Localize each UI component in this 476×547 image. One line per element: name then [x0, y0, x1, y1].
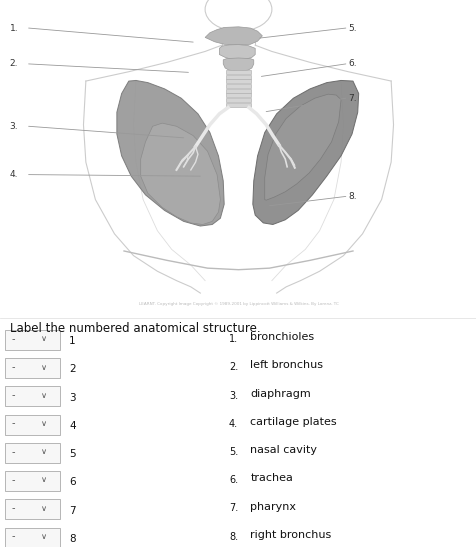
Text: -: - — [11, 475, 15, 485]
Bar — [226, 103, 250, 107]
Bar — [5, 443, 60, 463]
Text: ∨: ∨ — [41, 447, 47, 456]
Polygon shape — [223, 58, 253, 71]
Text: ∨: ∨ — [41, 504, 47, 513]
Text: 1: 1 — [69, 336, 76, 346]
Polygon shape — [219, 45, 255, 60]
Text: -: - — [11, 334, 15, 344]
Text: Label the numbered anatomical structure.: Label the numbered anatomical structure. — [10, 322, 259, 335]
Text: 5.: 5. — [347, 24, 356, 33]
Bar — [226, 70, 250, 74]
Text: ∨: ∨ — [41, 363, 47, 371]
Bar — [5, 358, 60, 378]
Text: 5.: 5. — [228, 447, 238, 457]
Text: -: - — [11, 391, 15, 400]
Bar — [5, 330, 60, 350]
Text: 2: 2 — [69, 364, 76, 374]
Bar — [5, 499, 60, 519]
Bar — [226, 98, 250, 102]
Polygon shape — [117, 80, 224, 226]
Text: 3.: 3. — [228, 391, 238, 400]
Text: right bronchus: right bronchus — [250, 529, 331, 540]
Bar — [226, 89, 250, 92]
Text: 3.: 3. — [10, 122, 18, 131]
Text: 6.: 6. — [228, 475, 238, 485]
Text: 2.: 2. — [10, 60, 18, 68]
Text: trachea: trachea — [250, 473, 293, 484]
Text: 8.: 8. — [228, 532, 238, 542]
Text: 8: 8 — [69, 534, 76, 544]
Text: -: - — [11, 362, 15, 372]
Text: ∨: ∨ — [41, 334, 47, 344]
Text: 4.: 4. — [10, 170, 18, 179]
Text: 6: 6 — [69, 478, 76, 487]
Text: ∨: ∨ — [41, 419, 47, 428]
Text: 5: 5 — [69, 449, 76, 459]
Bar — [5, 528, 60, 547]
Bar — [5, 387, 60, 406]
Text: -: - — [11, 447, 15, 457]
Bar — [5, 471, 60, 491]
Bar — [226, 93, 250, 97]
Text: -: - — [11, 418, 15, 428]
Text: 7.: 7. — [347, 94, 356, 103]
Text: 1.: 1. — [228, 334, 238, 344]
Text: 1.: 1. — [10, 24, 18, 33]
Polygon shape — [252, 80, 358, 224]
Polygon shape — [264, 94, 340, 200]
Bar — [226, 79, 250, 83]
Bar — [5, 415, 60, 435]
Text: bronchioles: bronchioles — [250, 332, 314, 342]
Text: diaphragm: diaphragm — [250, 388, 310, 399]
Text: 7: 7 — [69, 505, 76, 515]
Text: cartilage plates: cartilage plates — [250, 417, 337, 427]
Text: nasal cavity: nasal cavity — [250, 445, 317, 455]
Text: pharynx: pharynx — [250, 502, 296, 511]
Text: left bronchus: left bronchus — [250, 360, 323, 370]
Text: ∨: ∨ — [41, 475, 47, 485]
Text: 4: 4 — [69, 421, 76, 431]
Text: -: - — [11, 503, 15, 513]
Text: ∨: ∨ — [41, 532, 47, 541]
Text: 8.: 8. — [347, 192, 356, 201]
Text: 3: 3 — [69, 393, 76, 403]
Polygon shape — [140, 123, 220, 224]
Text: -: - — [11, 532, 15, 542]
Text: 2.: 2. — [228, 362, 238, 373]
Text: 6.: 6. — [347, 60, 356, 68]
Bar — [226, 84, 250, 88]
Text: ∨: ∨ — [41, 391, 47, 400]
Text: 4.: 4. — [228, 419, 238, 429]
Bar — [226, 74, 250, 79]
Polygon shape — [205, 27, 262, 45]
Text: LEARNT. Copyright Image Copyright © 1989-2001 by Lippincott Williams & Wilkins. : LEARNT. Copyright Image Copyright © 1989… — [138, 302, 338, 306]
Text: 7.: 7. — [228, 503, 238, 514]
